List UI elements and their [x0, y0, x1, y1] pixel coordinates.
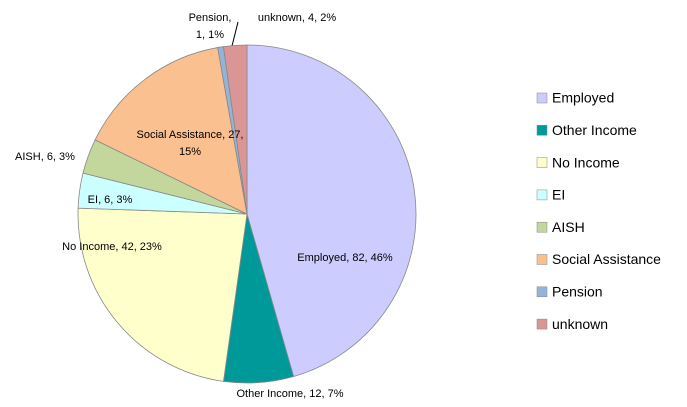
pie-slice	[77, 207, 248, 382]
data-label: Pension,	[189, 12, 232, 24]
legend-label: unknown	[552, 316, 608, 332]
pie-slice	[246, 44, 417, 377]
legend-swatch	[536, 157, 548, 168]
data-label: unknown, 4, 2%	[258, 12, 336, 24]
data-label: EI, 6, 3%	[88, 194, 133, 206]
data-label: 15%	[179, 146, 201, 158]
pie-slice	[223, 44, 248, 215]
legend-swatch	[536, 92, 548, 104]
legend-swatch	[536, 189, 548, 201]
legend-swatch	[536, 221, 548, 233]
data-label: Employed, 82, 46%	[297, 252, 393, 264]
legend-label: AISH	[552, 219, 585, 235]
legend-swatch	[536, 286, 548, 298]
legend-label: Employed	[552, 90, 614, 106]
legend-swatch	[536, 318, 548, 330]
data-label: Social Assistance, 27,	[136, 129, 243, 141]
legend-label: Social Assistance	[552, 251, 661, 267]
legend-label: EI	[552, 187, 565, 203]
data-label: Other Income, 12, 7%	[237, 388, 344, 400]
data-label: No Income, 42, 23%	[62, 241, 162, 253]
pie-slice	[94, 47, 248, 215]
legend-label: Pension	[552, 284, 603, 300]
leader-line	[231, 21, 239, 47]
legend-swatch	[536, 125, 548, 136]
data-label: AISH, 6, 3%	[15, 151, 75, 163]
legend-swatch	[536, 254, 548, 265]
legend: Employed Other Income No Income EI AISH Socia…	[536, 90, 661, 332]
data-label: 1, 1%	[196, 29, 224, 41]
legend-label: Other Income	[552, 122, 637, 138]
legend-label: No Income	[552, 154, 620, 170]
